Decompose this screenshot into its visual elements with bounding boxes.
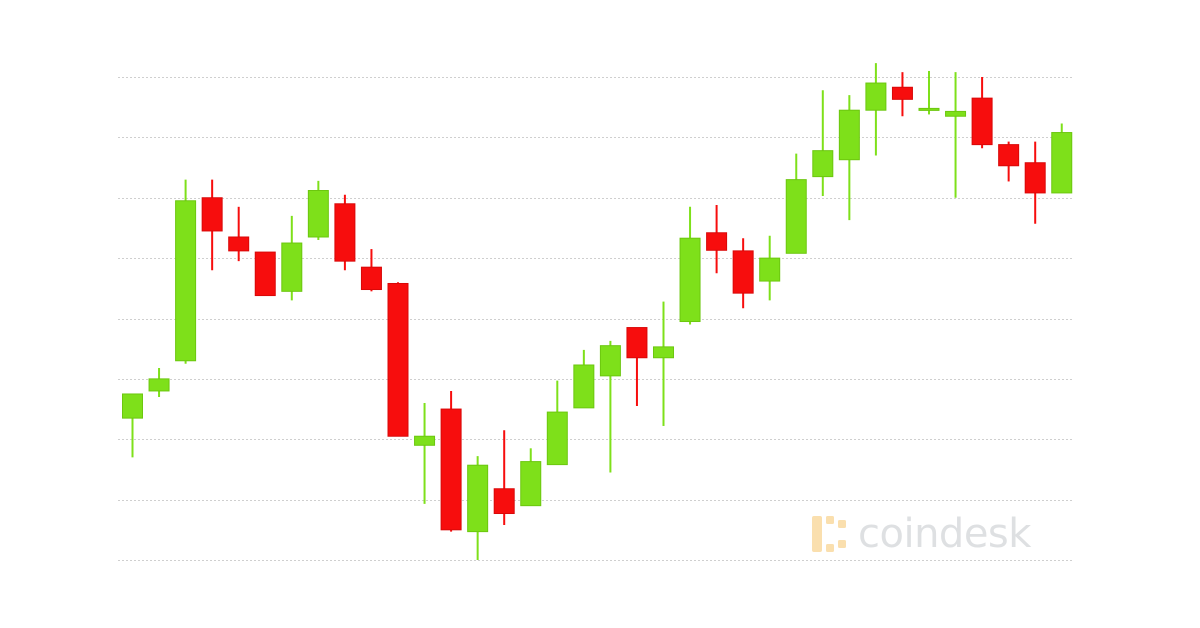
candle-body xyxy=(785,179,807,254)
candle-34 xyxy=(998,141,1020,182)
candle-17 xyxy=(546,380,568,466)
candle-body xyxy=(493,488,515,515)
candle-24 xyxy=(732,238,754,309)
candle-4 xyxy=(201,179,223,271)
candle-30 xyxy=(891,72,913,117)
candle-body xyxy=(626,327,648,359)
candle-body xyxy=(732,250,754,294)
candle-22 xyxy=(679,206,701,325)
candle-body xyxy=(387,282,409,437)
candle-7 xyxy=(281,215,303,301)
candles xyxy=(122,63,1073,560)
candle-body xyxy=(440,408,462,531)
candle-31 xyxy=(918,70,940,115)
watermark-text: coindesk xyxy=(858,511,1031,557)
candle-6 xyxy=(254,251,276,297)
candle-body xyxy=(812,150,834,178)
candle-body xyxy=(175,200,197,362)
candle-body xyxy=(122,393,143,419)
candle-32 xyxy=(945,72,967,198)
candle-14 xyxy=(467,456,489,560)
candle-body xyxy=(891,86,913,100)
candle-body xyxy=(998,144,1020,167)
candle-body xyxy=(1051,132,1073,194)
candle-25 xyxy=(759,235,781,301)
candle-body xyxy=(414,435,436,446)
candle-body xyxy=(599,345,621,377)
candle-body xyxy=(971,97,993,146)
candle-15 xyxy=(493,430,515,525)
candle-body xyxy=(360,266,382,291)
candle-33 xyxy=(971,77,993,149)
candle-9 xyxy=(334,194,356,271)
candle-body xyxy=(573,364,595,409)
candle-body xyxy=(759,257,781,282)
coindesk-watermark: coindesk xyxy=(812,514,1031,554)
candle-body xyxy=(1024,162,1046,194)
candle-35 xyxy=(1024,141,1046,224)
candle-3 xyxy=(175,179,197,364)
candle-body xyxy=(838,109,860,161)
candle-11 xyxy=(387,282,409,437)
candle-body xyxy=(679,237,701,323)
candle-body xyxy=(467,464,489,533)
coindesk-logo-icon xyxy=(812,516,846,552)
candle-body xyxy=(918,107,940,111)
candle-23 xyxy=(706,204,728,274)
candle-body xyxy=(281,242,303,292)
candle-10 xyxy=(360,249,382,292)
candle-26 xyxy=(785,153,807,254)
candle-body xyxy=(546,411,568,466)
candle-36 xyxy=(1051,123,1073,194)
candle-21 xyxy=(653,301,674,426)
candle-body xyxy=(520,461,542,507)
candle-8 xyxy=(307,180,329,241)
candle-body xyxy=(334,203,356,262)
candle-16 xyxy=(520,448,542,507)
candle-20 xyxy=(626,327,648,407)
candle-19 xyxy=(599,340,621,473)
candle-body xyxy=(706,232,728,251)
candle-27 xyxy=(812,90,834,196)
candle-body xyxy=(228,236,250,252)
candle-2 xyxy=(148,368,170,397)
candle-5 xyxy=(228,206,250,262)
candle-13 xyxy=(440,390,462,532)
candle-body xyxy=(945,110,967,117)
candle-28 xyxy=(838,95,860,221)
candle-12 xyxy=(414,403,436,504)
candle-body xyxy=(254,251,276,297)
candle-body xyxy=(148,378,170,392)
candle-body xyxy=(865,82,887,111)
candle-18 xyxy=(573,349,595,409)
candle-body xyxy=(653,346,674,359)
candle-1 xyxy=(122,393,143,458)
gridlines xyxy=(118,77,1072,561)
candle-body xyxy=(201,197,223,232)
candle-29 xyxy=(865,63,887,156)
candle-body xyxy=(307,190,329,238)
